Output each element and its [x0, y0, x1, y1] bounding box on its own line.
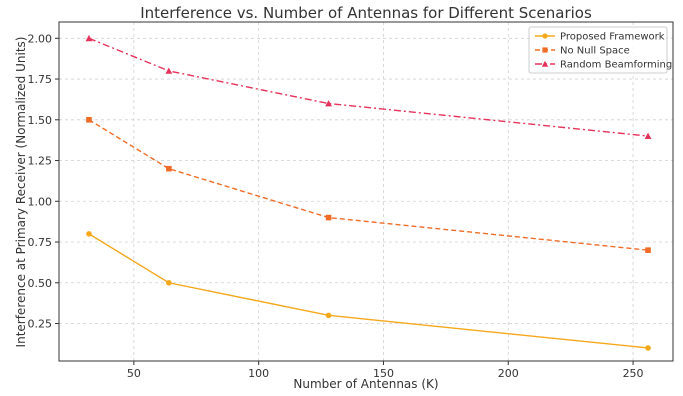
series-line [88, 37, 649, 137]
data-point [86, 231, 92, 237]
x-tick-label: 200 [498, 367, 519, 380]
x-tick-label: 50 [127, 367, 141, 380]
data-point [325, 312, 332, 319]
series-group [85, 34, 652, 351]
data-point [645, 345, 651, 351]
data-point [645, 247, 651, 253]
legend-marker [542, 33, 548, 39]
data-point [644, 132, 652, 139]
y-tick-label: 0.75 [28, 236, 53, 249]
chart-title: Interference vs. Number of Antennas for … [140, 4, 592, 22]
y-axis-label: Interference at Primary Receiver (Normal… [14, 37, 28, 348]
x-axis-label: Number of Antennas (K) [293, 377, 438, 391]
legend-item: Proposed Framework [535, 32, 665, 43]
legend: Proposed Framework No Null Space Random Be… [528, 26, 672, 74]
legend-label: Proposed Framework [560, 32, 665, 43]
x-tick-label: 150 [373, 367, 394, 380]
data-point [86, 116, 92, 123]
legend-box [528, 26, 668, 74]
legend-item: Random Beamforming [535, 60, 672, 71]
legend-label: Random Beamforming [560, 60, 672, 71]
x-tick-label: 100 [248, 367, 269, 380]
data-point [325, 100, 332, 107]
y-tick-label: 1.50 [28, 114, 53, 127]
y-tick-label: 0.50 [28, 277, 53, 290]
plot-area [58, 21, 674, 362]
series-line [88, 119, 649, 251]
data-point [85, 34, 93, 42]
y-tick-label: 1.75 [28, 73, 53, 86]
data-point [325, 214, 332, 221]
y-tick-label: 0.25 [28, 318, 53, 331]
x-tick-label: 250 [623, 367, 644, 380]
legend-item: No Null Space [535, 46, 630, 57]
legend-label: No Null Space [560, 46, 630, 57]
series-proposed-framework [86, 231, 651, 351]
y-tick-label: 1.00 [28, 195, 53, 208]
series-no-null-space [86, 116, 651, 253]
axis-ticks: 50 100 150 200 250 0.25 0.50 0.75 1.00 1.25 1.50 1.… [28, 32, 644, 380]
y-tick-label: 2.00 [28, 32, 53, 45]
data-point [166, 279, 172, 286]
y-tick-label: 1.25 [28, 155, 53, 168]
legend-marker [541, 60, 549, 67]
series-random-beamforming [85, 34, 652, 139]
legend-marker [542, 47, 548, 53]
series-line [88, 233, 649, 349]
data-point [166, 165, 172, 172]
data-point [165, 67, 173, 74]
